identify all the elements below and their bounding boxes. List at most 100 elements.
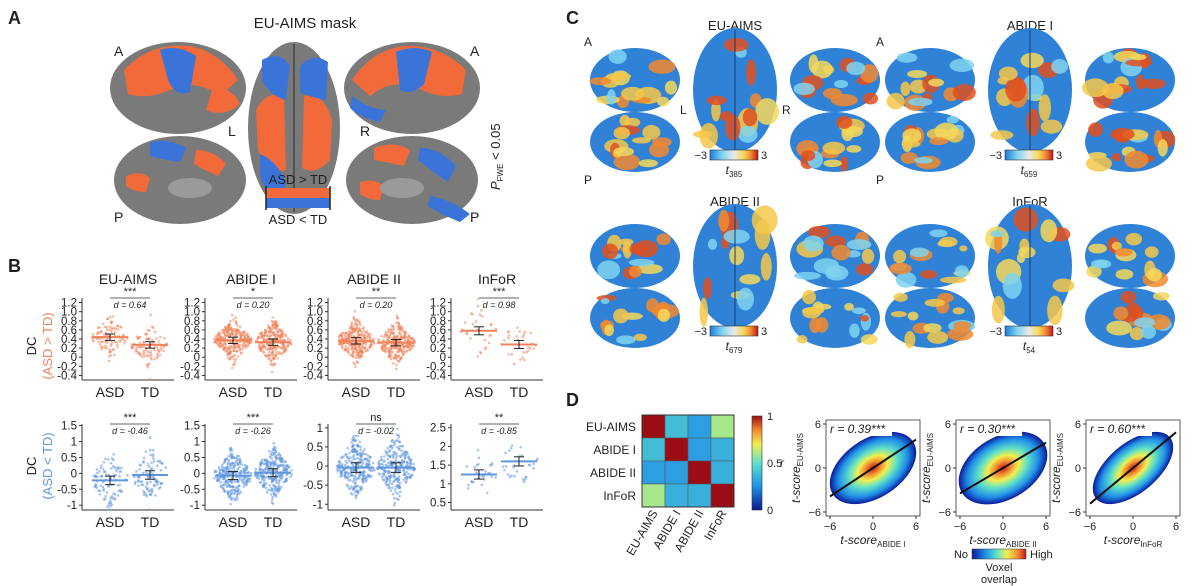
- data-point: [273, 325, 276, 329]
- data-point: [277, 481, 281, 485]
- data-point: [272, 459, 275, 463]
- data-point: [268, 465, 272, 469]
- tscale-df-label: t679: [726, 339, 743, 355]
- data-point: [342, 468, 345, 471]
- data-point: [349, 456, 352, 460]
- activation-blob: [723, 229, 750, 244]
- data-point: [133, 482, 137, 485]
- data-point: [110, 326, 113, 329]
- data-point: [476, 355, 480, 358]
- data-point: [404, 464, 408, 467]
- data-point: [266, 323, 270, 327]
- data-point: [402, 478, 406, 482]
- data-point: [516, 326, 519, 329]
- legend-swatch-down: [266, 198, 330, 208]
- data-point: [229, 319, 232, 323]
- data-point: [230, 452, 234, 456]
- data-point: [349, 492, 353, 495]
- data-point: [219, 485, 223, 489]
- data-point: [528, 463, 532, 467]
- data-point: [466, 486, 470, 490]
- data-point: [104, 344, 107, 348]
- data-point: [523, 330, 527, 334]
- activation-blob: [622, 240, 632, 259]
- data-point: [279, 476, 282, 480]
- data-point: [388, 352, 391, 356]
- data-point: [350, 321, 354, 324]
- data-point: [231, 461, 235, 465]
- data-point: [391, 486, 394, 489]
- top-row-plot-1: EU-AIMS 1.21.00.80.60.40.20-0.2-0.4 ASD TD *…: [57, 271, 174, 400]
- data-point: [351, 351, 355, 354]
- data-point: [386, 457, 390, 461]
- data-point: [237, 458, 240, 461]
- data-point: [96, 326, 100, 330]
- regression-line: [959, 441, 1047, 495]
- data-point: [116, 494, 120, 497]
- data-point: [469, 337, 472, 340]
- data-point: [532, 467, 535, 470]
- data-point: [353, 447, 357, 451]
- data-point: [365, 331, 368, 335]
- legend-asd-lt-td: ASD < TD: [269, 212, 328, 227]
- data-point: [395, 354, 398, 358]
- data-point: [238, 462, 242, 466]
- panel-a: A EU-AIMS mask A A P P L R: [8, 8, 505, 227]
- activation-blob: [1106, 320, 1132, 336]
- y-tick-label: 0.5: [184, 452, 200, 464]
- activation-blob: [632, 137, 651, 144]
- activation-blob: [642, 125, 661, 140]
- data-point: [528, 346, 532, 350]
- data-point: [263, 478, 266, 482]
- data-point: [339, 456, 343, 460]
- data-point: [268, 484, 271, 487]
- data-point: [394, 336, 397, 339]
- effect-size-label: d = 0.98: [483, 300, 516, 310]
- data-point: [510, 352, 514, 356]
- data-point: [267, 357, 270, 361]
- x-tick-label: 0: [1000, 521, 1006, 533]
- data-point: [150, 358, 153, 361]
- activation-blob: [849, 323, 860, 338]
- data-point: [353, 328, 357, 331]
- matrix-cell: [641, 460, 666, 485]
- data-point: [520, 454, 524, 457]
- activation-blob: [902, 128, 922, 144]
- y-tick-label: 0.5: [430, 498, 446, 510]
- activation-blob: [648, 59, 676, 74]
- group-label: TD: [141, 514, 160, 530]
- data-point: [340, 335, 344, 339]
- data-point: [136, 337, 140, 340]
- activation-blob: [830, 93, 858, 107]
- y-tick-label: -0.5: [57, 484, 77, 496]
- activation-blob: [1047, 295, 1063, 326]
- data-point: [395, 445, 399, 449]
- data-point: [506, 473, 510, 476]
- data-point: [219, 341, 223, 345]
- activation-blob: [904, 331, 916, 349]
- data-point: [138, 341, 142, 345]
- y-tick-label: 2.5: [430, 423, 446, 435]
- posterior-label-right: P: [470, 209, 479, 225]
- posterior-label-left: P: [584, 173, 592, 187]
- data-point: [359, 448, 363, 451]
- data-point: [399, 455, 403, 459]
- activation-blob: [990, 130, 1014, 140]
- data-point: [386, 446, 390, 450]
- label-backdrop: [958, 422, 1022, 436]
- data-point: [289, 342, 293, 346]
- scale-max-label: 3: [1056, 326, 1062, 338]
- tscale-df-label: t385: [726, 163, 743, 179]
- data-point: [337, 463, 340, 467]
- data-point: [242, 470, 246, 474]
- data-point: [143, 354, 147, 358]
- data-point: [236, 485, 240, 489]
- data-point: [349, 485, 353, 488]
- data-point: [267, 477, 271, 481]
- data-point: [213, 476, 216, 480]
- activation-blob: [793, 271, 821, 280]
- data-point: [248, 480, 252, 483]
- data-point: [342, 331, 346, 335]
- data-point: [345, 461, 349, 465]
